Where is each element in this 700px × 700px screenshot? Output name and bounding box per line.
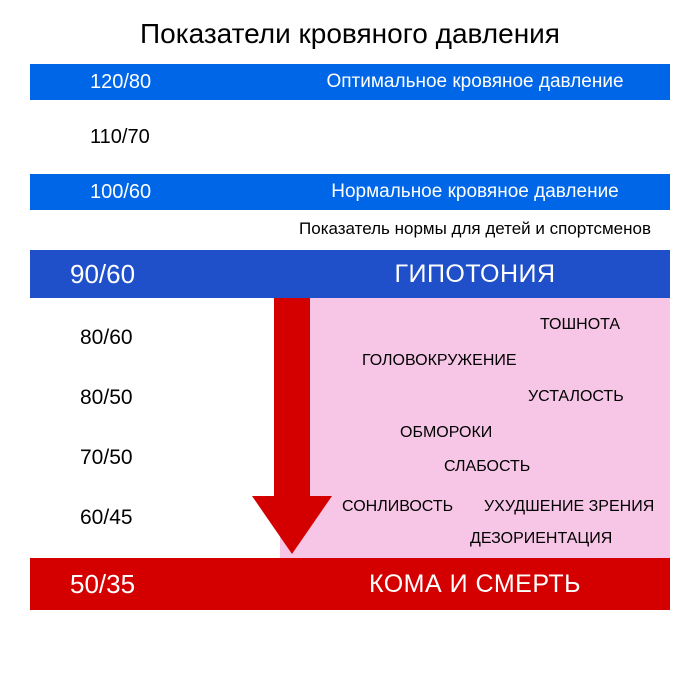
symptom-7: ДЕЗОРИЕНТАЦИЯ xyxy=(470,530,612,548)
row-critical: 50/35 КОМА И СМЕРТЬ xyxy=(30,558,670,610)
value-normal: 100/60 xyxy=(30,181,280,204)
symptom-6: УХУДШЕНИЕ ЗРЕНИЯ xyxy=(484,498,654,516)
row-110: 110/70 xyxy=(30,100,670,174)
symptom-0: ТОШНОТА xyxy=(540,316,620,334)
label-normal: Нормальное кровяное давление xyxy=(280,181,670,203)
row-optimal: 120/80 Оптимальное кровяное давление xyxy=(30,64,670,100)
row-normal: 100/60 Нормальное кровяное давление xyxy=(30,174,670,210)
value-hypo: 90/60 xyxy=(30,259,280,290)
row-hypotension-header: 90/60 ГИПОТОНИЯ xyxy=(30,250,670,298)
value-optimal: 120/80 xyxy=(30,71,280,94)
symptoms-panel: ТОШНОТА ГОЛОВОКРУЖЕНИЕ УСТАЛОСТЬ ОБМОРОКИ СЛ… xyxy=(280,298,670,558)
symptom-1: ГОЛОВОКРУЖЕНИЕ xyxy=(362,352,517,370)
hypotension-block: 80/60 80/50 70/50 60/45 ТОШНОТА ГОЛОВОКРУ… xyxy=(30,298,670,558)
hypo-level-1: 80/50 xyxy=(80,386,280,410)
hypo-level-0: 80/60 xyxy=(80,326,280,350)
subnote-children-athletes: Показатель нормы для детей и спортсменов xyxy=(30,218,670,240)
symptom-5: СОНЛИВОСТЬ xyxy=(342,498,453,516)
label-critical: КОМА И СМЕРТЬ xyxy=(280,570,670,599)
symptom-3: ОБМОРОКИ xyxy=(400,424,492,442)
hypo-level-3: 60/45 xyxy=(80,506,280,530)
hypo-values-column: 80/60 80/50 70/50 60/45 xyxy=(30,298,280,558)
down-arrow-icon xyxy=(252,298,332,558)
label-hypo: ГИПОТОНИЯ xyxy=(280,260,670,289)
page-title: Показатели кровяного давления xyxy=(0,0,700,64)
symptom-4: СЛАБОСТЬ xyxy=(444,458,530,476)
value-110: 110/70 xyxy=(30,126,280,149)
value-critical: 50/35 xyxy=(30,569,280,600)
label-optimal: Оптимальное кровяное давление xyxy=(280,71,670,93)
hypo-level-2: 70/50 xyxy=(80,446,280,470)
symptom-2: УСТАЛОСТЬ xyxy=(528,388,624,406)
